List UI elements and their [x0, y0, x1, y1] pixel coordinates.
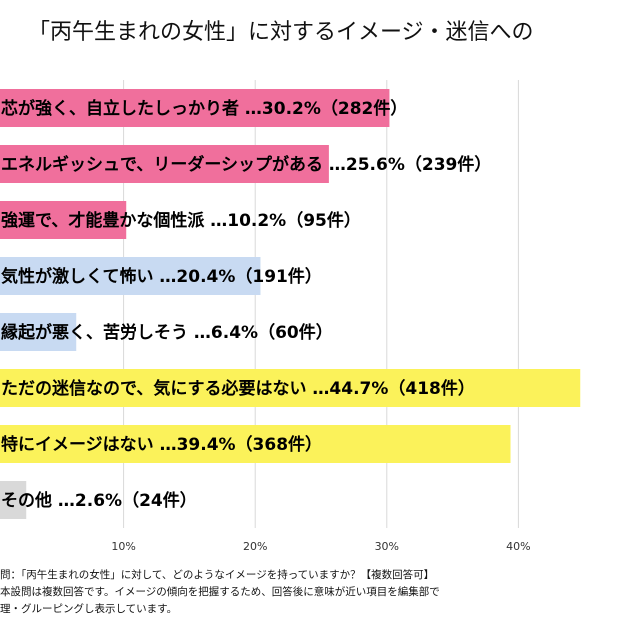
bar-label: その他 …2.6%（24件） — [1, 490, 197, 511]
bar-label: 強運で、才能豊かな個性派 …10.2%（95件） — [1, 210, 361, 231]
bar-label: 縁起が悪く、苦労しそう …6.4%（60件） — [1, 322, 333, 343]
bar — [0, 369, 581, 407]
bar-label: 特にイメージはない …39.4%（368件） — [1, 434, 322, 455]
bars — [0, 89, 581, 519]
x-tick-label: 30% — [375, 540, 399, 553]
bar-label: 芯が強く、自立したしっかり者 …30.2%（282件） — [1, 98, 407, 119]
bar — [0, 145, 329, 183]
bar-label: エネルギッシュで、リーダーシップがある …25.6%（239件） — [1, 154, 491, 175]
bar — [0, 481, 27, 519]
bar-label: 気性が激しくて怖い …20.4%（191件） — [0, 266, 322, 287]
footnote-note-cont: 理・グルーピングし表示しています。 — [0, 603, 178, 615]
bar-label: ただの迷信なので、気にする必要はない …44.7%（418件） — [1, 378, 475, 399]
bar — [0, 257, 261, 295]
chart-title: 「丙午生まれの女性」に対するイメージ・迷信への — [28, 20, 534, 45]
bar — [0, 313, 77, 351]
x-tick-label: 40% — [506, 540, 530, 553]
bar — [0, 89, 390, 127]
footnote-note: 本設問は複数回答です。イメージの傾向を把握するため、回答後に意味が近い項目を編集… — [0, 586, 440, 598]
x-axis-ticks: 10%20%30%40%5 — [111, 540, 530, 553]
bar — [0, 425, 511, 463]
footnote-question: 問：「丙午生まれの女性」に対して、どのようなイメージを持っていますか？【複数回答… — [0, 569, 435, 581]
x-tick-label: 10% — [111, 540, 135, 553]
bar-chart: 芯が強く、自立したしっかり者 …30.2%（282件） エネルギッシュで、リーダー… — [0, 80, 581, 553]
bar — [0, 201, 127, 239]
x-tick-label: 20% — [243, 540, 267, 553]
footnote: 問：「丙午生まれの女性」に対して、どのようなイメージを持っていますか？【複数回答… — [0, 567, 640, 618]
bar-labels: 芯が強く、自立したしっかり者 …30.2%（282件） エネルギッシュで、リーダー… — [0, 98, 491, 511]
